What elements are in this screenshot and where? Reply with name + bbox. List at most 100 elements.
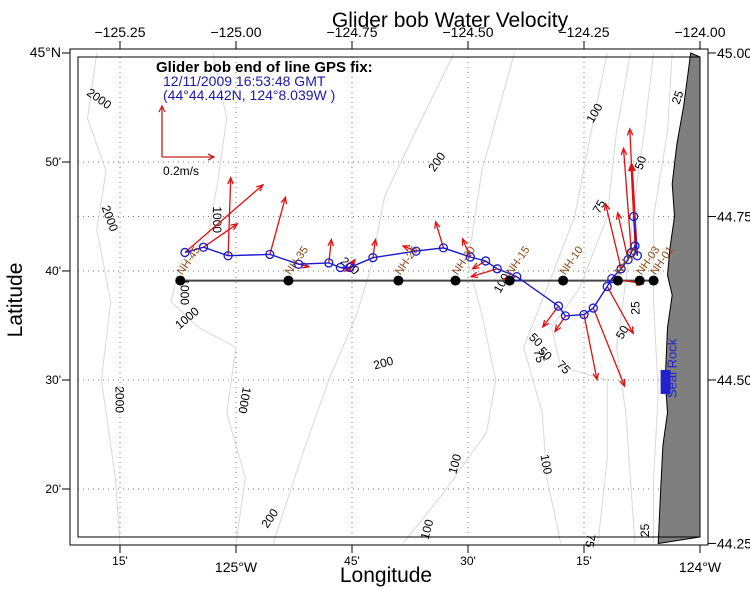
velocity-arrow-head (629, 163, 636, 172)
velocity-vectors (184, 127, 645, 388)
scale-arrow-head-right (207, 153, 216, 161)
top-tick-label: −124.25 (559, 24, 610, 40)
track-point (560, 311, 571, 321)
top-tick-label: −124.75 (327, 24, 378, 40)
track-point (293, 259, 304, 269)
right-tick-label: 44.25 (717, 535, 750, 551)
contour-label: 75 (590, 197, 609, 216)
contour-label: 75 (531, 348, 548, 365)
station-marker (612, 275, 623, 286)
grid-lines (78, 57, 700, 537)
contour-label: 25 (629, 301, 643, 315)
station-marker (634, 275, 645, 286)
glider-track (180, 211, 643, 321)
velocity-arrow (554, 315, 566, 332)
velocity-arrow (372, 239, 377, 258)
track-point (630, 241, 640, 251)
track-point (628, 211, 639, 222)
velocity-arrow-head (626, 127, 634, 136)
contour-label: 100 (418, 518, 437, 541)
contour-line (653, 52, 673, 544)
contour-line (615, 52, 655, 544)
velocity-arrow (617, 212, 629, 260)
velocity-arrow-head (469, 271, 479, 279)
plot-border (77, 56, 701, 538)
velocity-arrow-head (371, 237, 378, 247)
top-tick-label: −124.50 (443, 24, 494, 40)
track-point (324, 258, 334, 268)
station-marker (648, 275, 659, 286)
velocity-arrow-head (615, 211, 623, 220)
bottom-tick-label: 45' (344, 554, 360, 568)
station-label: NH-45 (175, 244, 203, 277)
track-point (198, 242, 209, 252)
top-tick-label: −125.25 (95, 24, 146, 40)
contour-label: 100 (446, 452, 465, 475)
track-point (265, 249, 275, 260)
left-tick-label: 50' (45, 155, 61, 169)
velocity-arrow-head (592, 372, 600, 382)
velocity-arrow-head (603, 202, 611, 211)
contour-label: 1000 (210, 206, 224, 233)
track-point (492, 264, 502, 274)
bottom-tick-label: 15' (112, 554, 128, 568)
track-point (223, 251, 233, 261)
left-tick-label: 40' (45, 264, 61, 278)
outer-border (69, 48, 709, 546)
contour-label: 200 (425, 149, 448, 174)
track-point (616, 264, 626, 274)
bottom-tick-label: 15' (576, 554, 592, 568)
velocity-arrow-head (541, 319, 550, 329)
track-point (180, 247, 190, 258)
place-marker: Seal Rock (660, 338, 680, 398)
track-point (602, 281, 612, 292)
track-point (480, 256, 491, 266)
track-point (588, 303, 598, 313)
contour-label: 2000 (99, 203, 121, 233)
contour-line (402, 52, 515, 544)
top-tick-label: −124.00 (675, 24, 726, 40)
velocity-arrow-head (256, 183, 265, 192)
velocity-arrow-head (628, 162, 635, 172)
bathymetry-contours (86, 52, 673, 544)
contour-line (170, 52, 246, 544)
station-marker (558, 275, 569, 286)
velocity-arrow (592, 307, 626, 387)
contour-line (523, 52, 608, 544)
top-tick-label: −125.00 (211, 24, 262, 40)
bottom-tick-label: 124°W (679, 559, 722, 575)
contour-label: 2000 (112, 386, 126, 413)
contour-label: 100 (583, 101, 605, 126)
velocity-arrow-head (554, 324, 562, 333)
velocity-arrow (402, 245, 417, 252)
right-tick-label: 44.75 (717, 208, 750, 224)
velocity-arrow-head (471, 262, 480, 270)
track-point (345, 262, 355, 273)
track-point (465, 252, 475, 262)
scale-arrow: 0.2m/s (158, 104, 216, 178)
velocity-arrow-head (327, 237, 335, 247)
velocity-arrow-head (401, 245, 411, 252)
velocity-arrow (604, 203, 622, 269)
coastline-land (657, 52, 701, 545)
contour-line (272, 52, 455, 544)
track-point (438, 243, 449, 253)
velocity-arrow (269, 197, 287, 255)
contour-line (86, 52, 121, 544)
velocity-arrow (622, 148, 632, 253)
track-point (411, 246, 421, 256)
left-tick-label: 30' (45, 373, 61, 387)
right-tick-label: 45.00 (717, 45, 750, 61)
gps-fix-position: (44°44.442N, 124°8.039W ) (163, 87, 335, 103)
track-point (335, 262, 346, 273)
seal-rock-label: Seal Rock (665, 338, 680, 398)
velocity-arrow (203, 223, 238, 248)
contour-label: 100 (538, 453, 555, 475)
right-tick-label: 44.50 (717, 372, 750, 388)
station-label: NH-20 (450, 244, 478, 277)
velocity-arrow-head (280, 195, 288, 205)
station-marker (504, 275, 515, 286)
bottom-tick-label: 125°W (215, 559, 258, 575)
velocity-arrow (472, 260, 486, 270)
